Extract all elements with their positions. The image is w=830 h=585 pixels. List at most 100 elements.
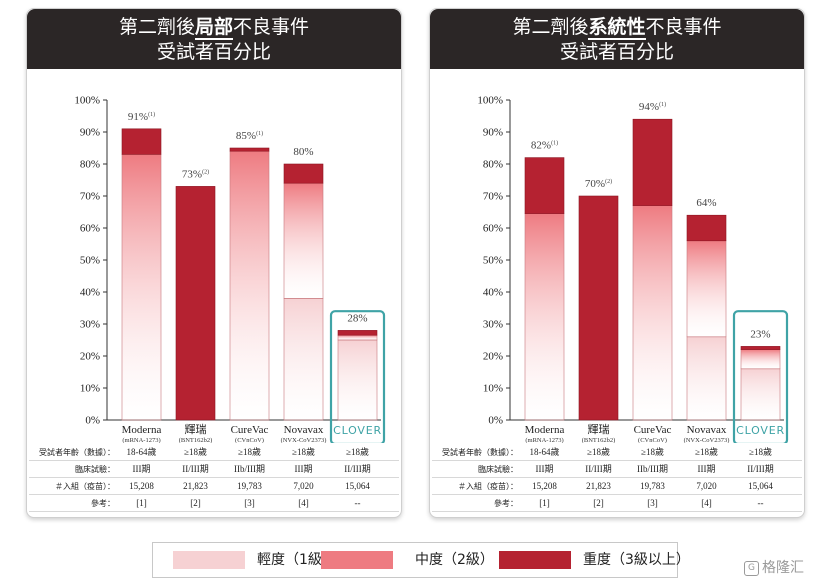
table-row-label: ＃入組（疫苗）： bbox=[458, 482, 518, 491]
table-divider bbox=[29, 460, 399, 461]
table-row: 臨床試驗： III期 II/III期 IIb/III期 III期 II/III期 bbox=[27, 462, 401, 477]
y-tick-label: 80% bbox=[80, 159, 100, 171]
category-label: CureVac bbox=[634, 424, 672, 436]
y-tick-label: 60% bbox=[80, 223, 100, 235]
watermark-text: 格隆汇 bbox=[762, 560, 804, 576]
title-suffix: 不良事件 bbox=[233, 16, 310, 38]
title-emphasis: 局部 bbox=[194, 16, 233, 40]
table-row: ＃入組（疫苗）： 15,208 21,823 19,783 7,020 15,064 bbox=[27, 479, 401, 494]
total-label: 23% bbox=[750, 328, 770, 340]
legend-swatch-severe bbox=[499, 551, 571, 569]
table-divider bbox=[29, 494, 399, 495]
total-label-note: (1) bbox=[256, 130, 263, 137]
table-cell: 21,823 bbox=[183, 481, 208, 491]
title-suffix: 不良事件 bbox=[645, 16, 722, 38]
total-label: 73%(2) bbox=[182, 168, 209, 180]
bar-segment-moderate bbox=[632, 205, 673, 421]
systemic-adverse-events-panel: 第二劑後系統性不良事件 受試者百分比 0% 10% 20% 30% 40% 50% 60% 7… bbox=[429, 8, 805, 518]
bar-segment-severe bbox=[229, 147, 270, 152]
clover-highlight-box bbox=[732, 310, 789, 443]
table-divider bbox=[432, 511, 802, 512]
chart-subtitle: 受試者百分比 bbox=[156, 41, 271, 63]
table-cell: 18-64歲 bbox=[126, 447, 157, 457]
total-label-note: (2) bbox=[605, 178, 612, 185]
bar-segment-severe bbox=[524, 157, 565, 214]
table-cell: III期 bbox=[535, 464, 554, 474]
y-tick-label: 40% bbox=[483, 287, 503, 299]
systemic-ae-chart: 0% 10% 20% 30% 40% 50% 60% 70% 80% 90% 100% 82%(1) M… bbox=[477, 95, 789, 443]
bar-segment-severe bbox=[175, 186, 216, 421]
bar-segment-moderate bbox=[337, 334, 378, 341]
y-tick-label: 40% bbox=[80, 287, 100, 299]
y-tick-label: 50% bbox=[80, 255, 100, 267]
table-cell: 7,020 bbox=[696, 481, 717, 491]
table-divider bbox=[432, 460, 802, 461]
legend-label-severe: 重度（3級以上） bbox=[583, 552, 690, 568]
bar-segment-moderate bbox=[229, 150, 270, 421]
bar-segment-severe bbox=[121, 128, 162, 155]
category-sublabel: (NVX-CoV2373) bbox=[684, 437, 730, 443]
gelonghui-logo-icon: G bbox=[744, 560, 759, 576]
title-prefix: 第二劑後 bbox=[512, 16, 589, 38]
table-cell: II/III期 bbox=[585, 464, 612, 474]
y-tick-label: 70% bbox=[80, 191, 100, 203]
panel-header: 第二劑後系統性不良事件 受試者百分比 bbox=[430, 9, 804, 69]
category-label: CureVac bbox=[231, 424, 269, 436]
table-cell: ≥18歲 bbox=[184, 447, 207, 457]
table-cell: ≥18歲 bbox=[292, 447, 315, 457]
table-row-label: 受試者年齡（數據）： bbox=[39, 448, 115, 457]
table-divider bbox=[29, 511, 399, 512]
total-label: 85%(1) bbox=[236, 130, 263, 142]
total-label: 70%(2) bbox=[585, 178, 612, 190]
bar-segment-moderate bbox=[121, 154, 162, 421]
category-label: 輝瑞 bbox=[588, 422, 610, 436]
table-cell: II/III期 bbox=[747, 464, 774, 474]
bar-segment-severe bbox=[337, 330, 378, 336]
y-tick-label: 50% bbox=[483, 255, 503, 267]
bar-segment-moderate bbox=[283, 182, 324, 299]
chart-title: 第二劑後局部不良事件 bbox=[27, 16, 401, 40]
total-label-note: (1) bbox=[551, 140, 558, 147]
bar-segment-mild bbox=[283, 298, 324, 421]
table-cell: [4] bbox=[298, 498, 309, 508]
total-label: 82%(1) bbox=[531, 140, 558, 152]
table-cell: 7,020 bbox=[293, 481, 314, 491]
y-tick-label: 100% bbox=[477, 95, 503, 107]
category-sublabel: (mRNA-1273) bbox=[122, 437, 160, 443]
total-label-note: (1) bbox=[148, 111, 155, 118]
table-cell: ≥18歲 bbox=[695, 447, 718, 457]
table-row-label: 臨床試驗： bbox=[75, 465, 115, 474]
table-cell: 15,208 bbox=[129, 481, 154, 491]
y-tick-label: 10% bbox=[483, 383, 503, 395]
y-tick-label: 30% bbox=[80, 319, 100, 331]
table-row: 受試者年齡（數據）： 18-64歲 ≥18歲 ≥18歲 ≥18歲 ≥18歲 bbox=[430, 445, 804, 460]
table-cell: II/III期 bbox=[344, 464, 371, 474]
bar-segment-severe bbox=[740, 346, 781, 350]
table-cell: 21,823 bbox=[586, 481, 611, 491]
clover-highlight-box bbox=[329, 310, 386, 443]
total-label: 64% bbox=[696, 197, 716, 209]
bar-segment-moderate bbox=[686, 240, 727, 338]
bar-segment-moderate bbox=[740, 349, 781, 370]
total-label-note: (1) bbox=[659, 101, 666, 108]
total-label: 28% bbox=[347, 312, 367, 324]
table-divider bbox=[432, 477, 802, 478]
table-cell: III期 bbox=[132, 464, 151, 474]
table-cell: 18-64歲 bbox=[529, 447, 560, 457]
table-row-label: ＃入組（疫苗）： bbox=[55, 482, 115, 491]
table-row: ＃入組（疫苗）： 15,208 21,823 19,783 7,020 15,064 bbox=[430, 479, 804, 494]
table-divider bbox=[432, 494, 802, 495]
y-tick-label: 30% bbox=[483, 319, 503, 331]
panel-header: 第二劑後局部不良事件 受試者百分比 bbox=[27, 9, 401, 69]
table-cell: III期 bbox=[294, 464, 313, 474]
table-row-label: 參考： bbox=[494, 499, 518, 508]
total-label-note: (2) bbox=[202, 168, 209, 175]
legend-swatch-mild bbox=[173, 551, 245, 569]
table-row: 臨床試驗： III期 II/III期 IIb/III期 III期 II/III期 bbox=[430, 462, 804, 477]
category-label: Moderna bbox=[122, 424, 162, 436]
chart-legend: 輕度（1級） 中度（2級） 重度（3級以上） bbox=[152, 542, 690, 578]
y-tick-label: 90% bbox=[80, 127, 100, 139]
table-row: 受試者年齡（數據）： 18-64歲 ≥18歲 ≥18歲 ≥18歲 ≥18歲 bbox=[27, 445, 401, 460]
table-cell: [3] bbox=[647, 498, 658, 508]
legend-label-moderate: 中度（2級） bbox=[415, 552, 494, 568]
